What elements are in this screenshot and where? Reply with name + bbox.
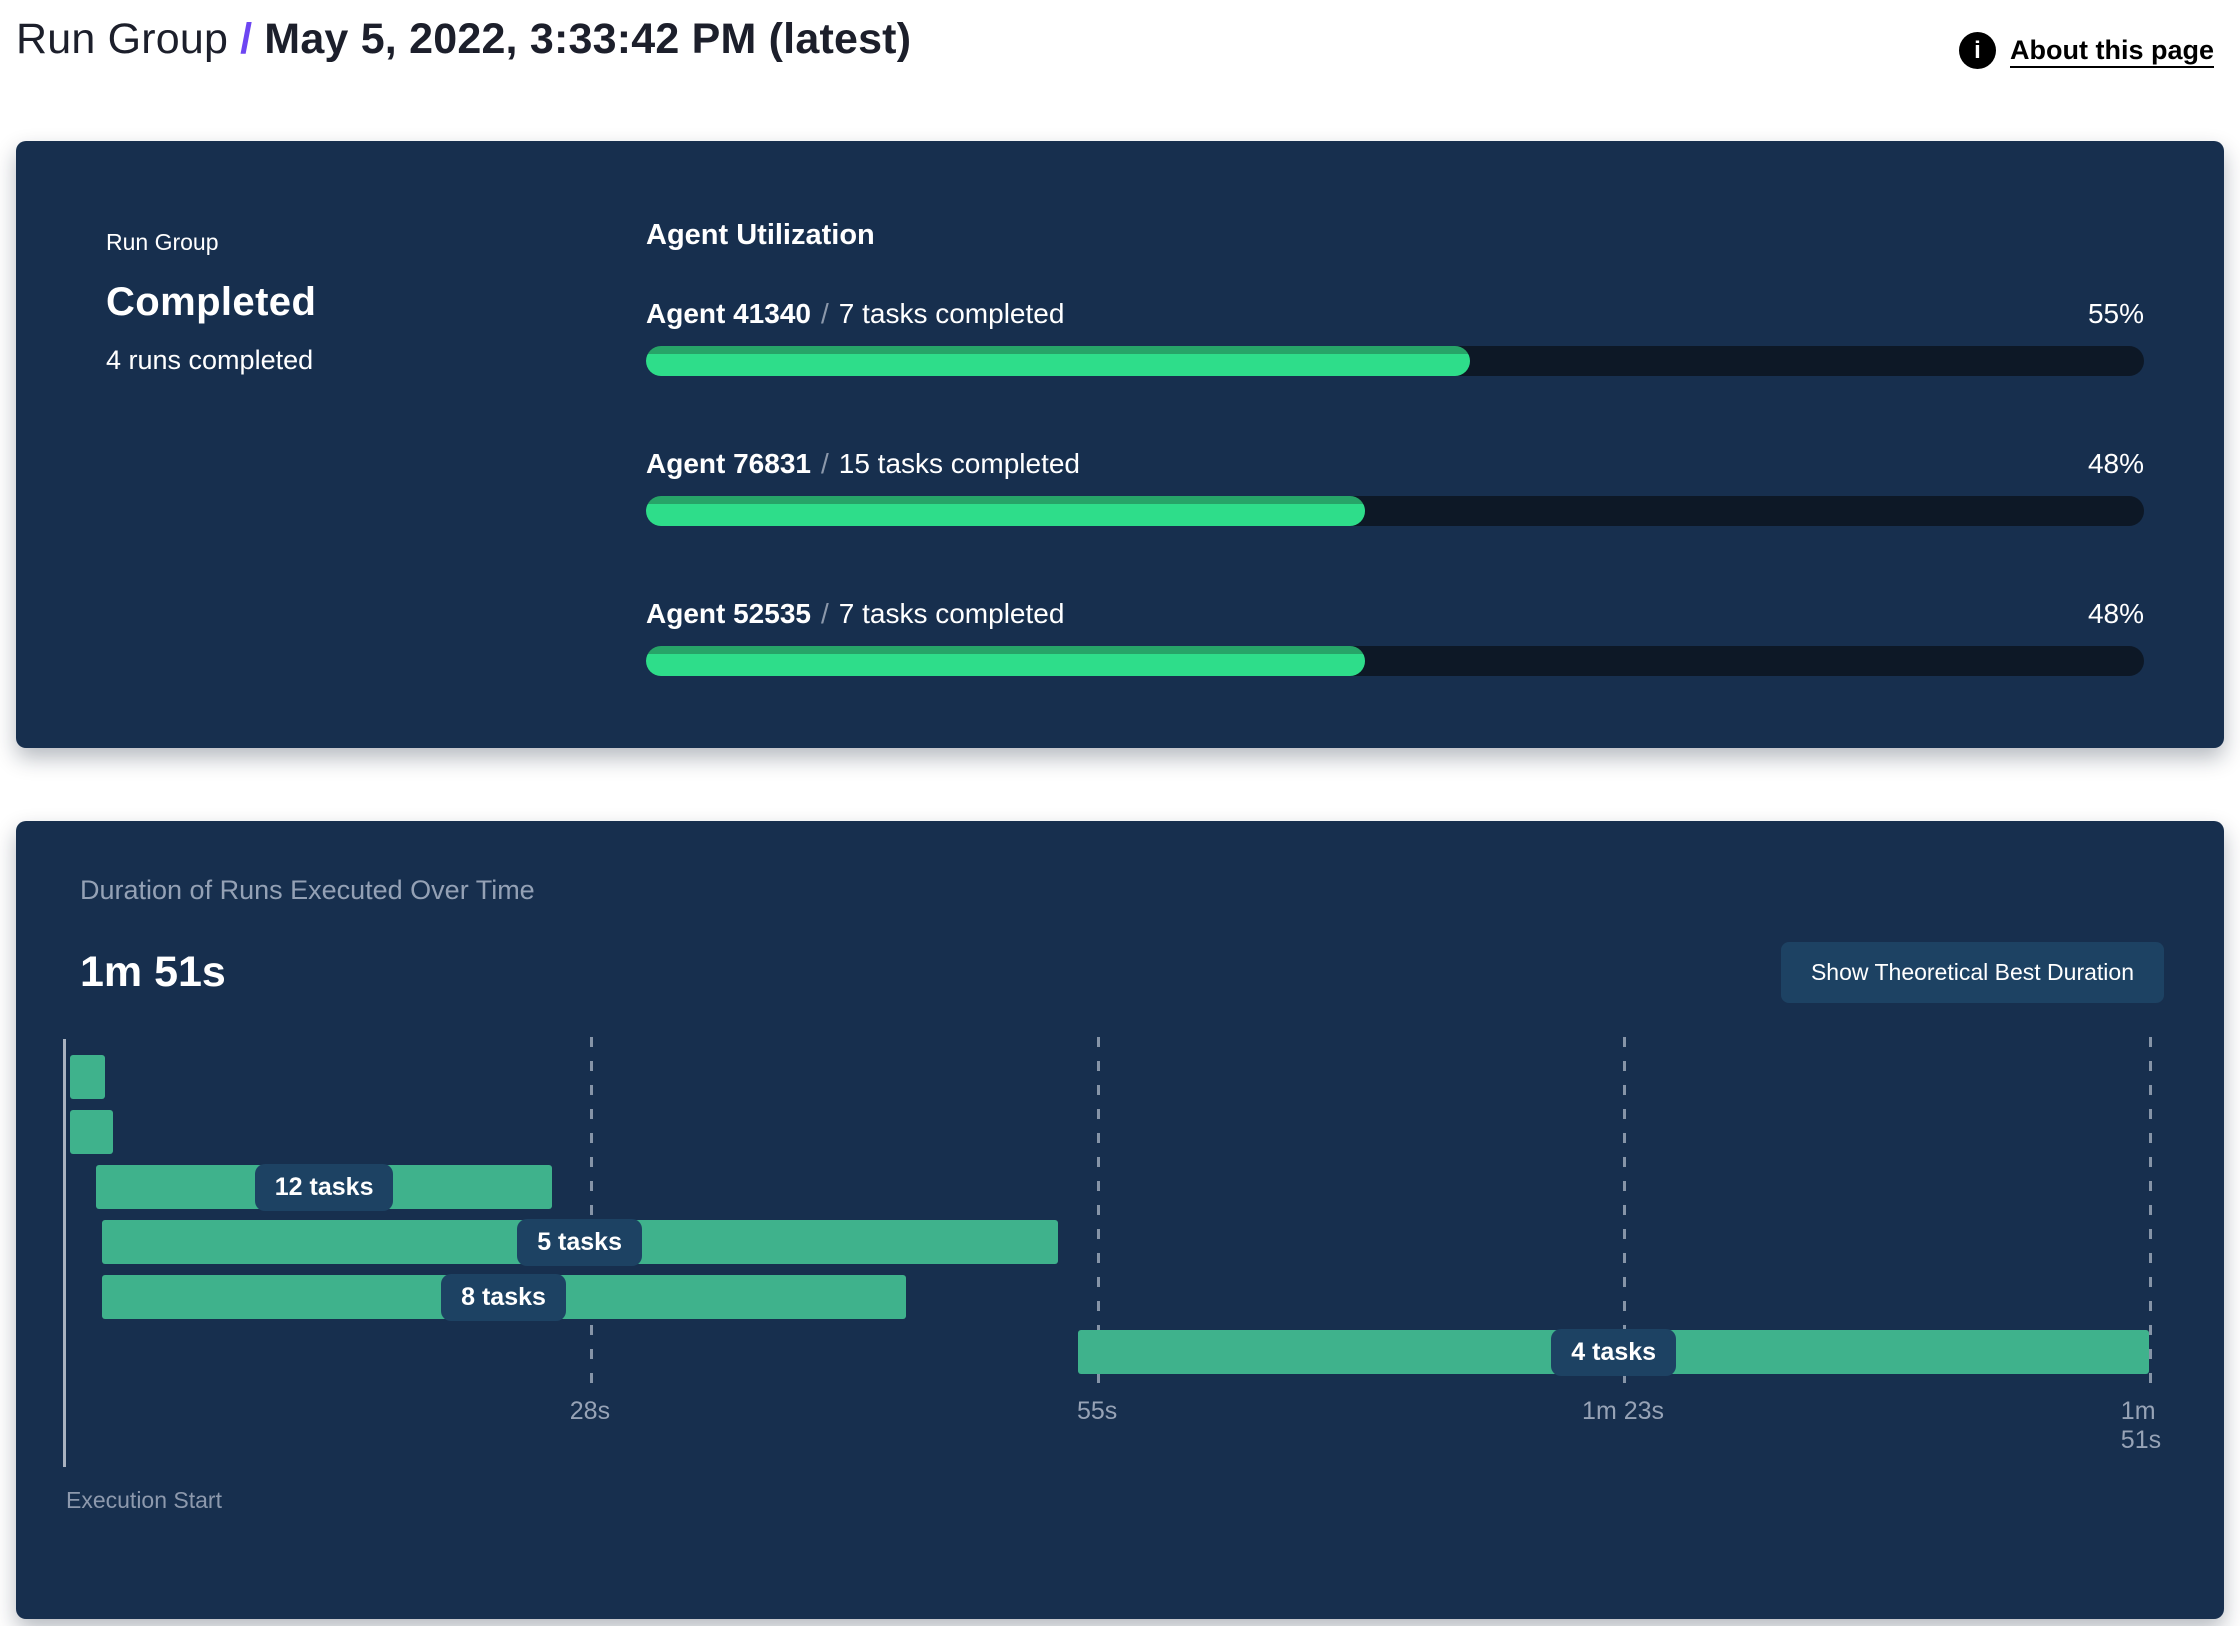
breadcrumb-root: Run Group: [16, 15, 229, 63]
agent-label: Agent 52535 / 7 tasks completed: [646, 598, 1064, 630]
breadcrumb: Run Group / May 5, 2022, 3:33:42 PM (lates…: [16, 12, 911, 68]
run-group-status: Completed: [106, 280, 317, 324]
agent-percent: 48%: [2087, 448, 2144, 479]
gantt-bar[interactable]: [69, 1055, 106, 1099]
agent-percent: 48%: [2087, 598, 2144, 629]
show-theoretical-best-duration-button[interactable]: Show Theoretical Best Duration: [1780, 942, 2164, 1003]
agent-name: Agent 76831: [646, 448, 811, 479]
duration-card: Duration of Runs Executed Over Time 1m 5…: [16, 821, 2224, 1619]
page-header: Run Group / May 5, 2022, 3:33:42 PM (lates…: [0, 0, 2240, 69]
agent-row: Agent 76831 / 15 tasks completed 48%: [646, 448, 2144, 526]
agent-progress-track: [646, 496, 2144, 526]
agent-tasks: 7 tasks completed: [838, 298, 1065, 329]
gantt-bar-label: 4 tasks: [1551, 1328, 1677, 1376]
gridline: [1623, 1037, 1627, 1389]
duration-chart-title: Duration of Runs Executed Over Time: [80, 875, 535, 905]
gantt-bar[interactable]: 4 tasks: [1078, 1328, 2149, 1376]
gantt-chart: 28s 55s 1m 23s 1m 51s 12 tasks 5 tasks 8 task…: [63, 1037, 2161, 1517]
agent-separator: /: [820, 598, 829, 629]
agent-separator: /: [820, 298, 829, 329]
agent-progress-fill: [646, 646, 1366, 676]
gantt-bar-label: 12 tasks: [254, 1163, 394, 1211]
agent-row-header: Agent 76831 / 15 tasks completed 48%: [646, 448, 2144, 480]
gridline: [1097, 1037, 1101, 1389]
axis-tick-label: 28s: [569, 1397, 611, 1425]
agent-label: Agent 76831 / 15 tasks completed: [646, 448, 1080, 480]
gantt-grid: 28s 55s 1m 23s 1m 51s: [64, 1037, 2161, 1454]
gantt-bar-label: 8 tasks: [441, 1273, 566, 1321]
agent-name: Agent 41340: [646, 298, 811, 329]
agent-progress-fill: [646, 346, 1470, 376]
agent-utilization-section: Agent Utilization Agent 41340 / 7 tasks co…: [646, 219, 2144, 676]
about-link[interactable]: About this page: [2010, 35, 2214, 65]
agent-separator: /: [820, 448, 829, 479]
gantt-bar-label: 5 tasks: [517, 1218, 642, 1266]
run-group-subtitle: 4 runs completed: [106, 345, 314, 375]
agent-label: Agent 41340 / 7 tasks completed: [646, 298, 1064, 330]
gridline: [2149, 1037, 2152, 1389]
agent-utilization-title: Agent Utilization: [646, 219, 875, 251]
run-group-label: Run Group: [106, 229, 219, 255]
agent-name: Agent 52535: [646, 598, 811, 629]
agent-row: Agent 52535 / 7 tasks completed 48%: [646, 598, 2144, 676]
agent-progress-track: [646, 346, 2144, 376]
total-duration: 1m 51s: [80, 948, 226, 996]
gantt-bar[interactable]: 12 tasks: [95, 1163, 553, 1211]
gantt-bar[interactable]: 5 tasks: [101, 1218, 1058, 1266]
axis-tick-label: 1m 51s: [2120, 1397, 2162, 1454]
axis-tick-label: 1m 23s: [1582, 1397, 1665, 1425]
agent-progress-fill: [646, 496, 1366, 526]
duration-card-header: Duration of Runs Executed Over Time 1m 5…: [16, 865, 2224, 1003]
gantt-bar[interactable]: 8 tasks: [101, 1273, 906, 1321]
agent-tasks: 15 tasks completed: [838, 448, 1080, 479]
gridline: [589, 1037, 593, 1389]
agent-percent: 55%: [2087, 298, 2144, 329]
execution-start-label: Execution Start: [66, 1487, 222, 1513]
agent-row-header: Agent 52535 / 7 tasks completed 48%: [646, 598, 2144, 630]
agent-row: Agent 41340 / 7 tasks completed 55%: [646, 298, 2144, 376]
gantt-bar[interactable]: [69, 1110, 113, 1154]
gantt-bars: 12 tasks 5 tasks 8 tasks 4 tasks: [64, 1037, 2149, 1389]
agent-row-header: Agent 41340 / 7 tasks completed 55%: [646, 298, 2144, 330]
run-group-summary: Run Group Completed 4 runs completed: [106, 219, 646, 676]
execution-start-line: [63, 1039, 66, 1467]
info-icon: i: [1959, 32, 1996, 69]
about-this-page[interactable]: i About this page: [1959, 32, 2214, 69]
agent-tasks: 7 tasks completed: [838, 598, 1065, 629]
page-title: May 5, 2022, 3:33:42 PM (latest): [264, 15, 912, 63]
agent-progress-track: [646, 646, 2144, 676]
axis-tick-label: 55s: [1076, 1397, 1118, 1425]
breadcrumb-separator: /: [240, 15, 253, 63]
run-group-card: Run Group Completed 4 runs completed Age…: [16, 141, 2224, 748]
